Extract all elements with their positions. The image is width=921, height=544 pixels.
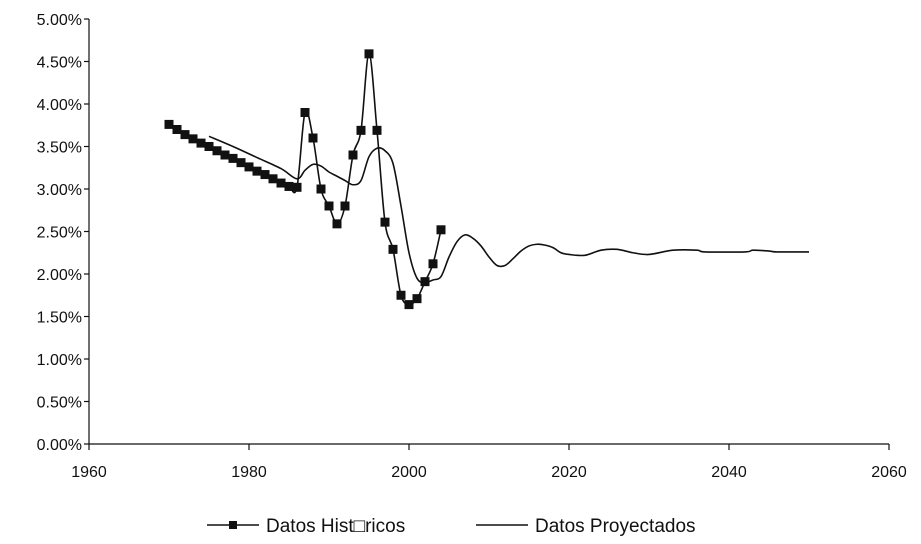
- data-point-historicos: [180, 130, 190, 140]
- data-point-historicos: [276, 178, 286, 188]
- y-tick-label: 0.00%: [37, 437, 82, 454]
- data-point-historicos: [340, 201, 350, 211]
- data-point-historicos: [380, 217, 390, 227]
- data-point-historicos: [172, 125, 182, 134]
- data-point-historicos: [292, 182, 302, 192]
- data-point-historicos: [356, 125, 366, 135]
- x-tick-label: 2000: [391, 464, 427, 481]
- data-point-historicos: [268, 174, 278, 184]
- legend-label-historicos: Datos Hist□ricos: [266, 516, 405, 537]
- data-point-historicos: [404, 300, 414, 310]
- legend-swatch-marker: [229, 521, 237, 529]
- y-tick-label: 4.00%: [37, 97, 82, 114]
- data-point-historicos: [300, 108, 310, 117]
- series-datos-historicos: [164, 49, 446, 310]
- data-point-historicos: [396, 290, 406, 300]
- data-point-historicos: [332, 219, 342, 229]
- data-point-historicos: [236, 158, 246, 168]
- data-point-historicos: [260, 170, 270, 180]
- y-tick-label: 4.50%: [37, 55, 82, 72]
- legend: Datos Hist□ricos Datos Proyectados: [207, 516, 696, 537]
- data-point-historicos: [284, 181, 294, 191]
- x-tick-label: 1980: [231, 464, 267, 481]
- legend-item-proyectados: Datos Proyectados: [476, 516, 696, 537]
- x-axis: 1960 1980 2000 2020 2040 2060: [71, 443, 907, 481]
- data-point-historicos: [228, 153, 238, 163]
- data-point-historicos: [316, 184, 326, 194]
- data-point-historicos: [412, 294, 422, 304]
- data-point-historicos: [324, 201, 334, 211]
- series-line-proyectados: [208, 135, 810, 284]
- y-tick-label: 1.50%: [37, 310, 82, 327]
- data-point-historicos: [204, 142, 214, 151]
- y-tick-label: 1.00%: [37, 352, 82, 369]
- series-datos-proyectados: [208, 135, 810, 284]
- data-point-historicos: [188, 134, 198, 144]
- data-point-historicos: [196, 138, 206, 148]
- y-tick-label: 5.00%: [37, 12, 82, 29]
- data-point-historicos: [428, 259, 438, 269]
- data-point-historicos: [364, 49, 374, 59]
- legend-label-proyectados: Datos Proyectados: [535, 516, 696, 537]
- series-line-historicos: [168, 53, 442, 306]
- x-tick-label: 2040: [711, 464, 747, 481]
- x-tick-label: 2060: [871, 464, 907, 481]
- data-point-historicos: [212, 146, 222, 156]
- data-point-historicos: [436, 225, 446, 235]
- x-tick-label: 1960: [71, 464, 107, 481]
- data-point-historicos: [220, 150, 230, 160]
- legend-item-historicos: Datos Hist□ricos: [207, 516, 405, 537]
- y-tick-label: 3.50%: [37, 140, 82, 157]
- x-tick-label: 2020: [551, 464, 587, 481]
- y-tick-label: 2.00%: [37, 267, 82, 284]
- data-point-historicos: [372, 125, 382, 135]
- data-point-historicos: [164, 119, 174, 129]
- y-tick-label: 3.00%: [37, 182, 82, 199]
- data-point-historicos: [244, 162, 254, 172]
- data-point-historicos: [252, 166, 262, 176]
- data-point-historicos: [348, 150, 358, 160]
- data-point-historicos: [420, 277, 430, 287]
- y-tick-label: 0.50%: [37, 395, 82, 412]
- data-point-historicos: [308, 133, 318, 143]
- y-tick-label: 2.50%: [37, 225, 82, 242]
- y-axis: 0.00% 0.50% 1.00% 1.50% 2.00% 2.50% 3.00% 3.50%…: [37, 12, 90, 454]
- data-point-historicos: [388, 244, 398, 254]
